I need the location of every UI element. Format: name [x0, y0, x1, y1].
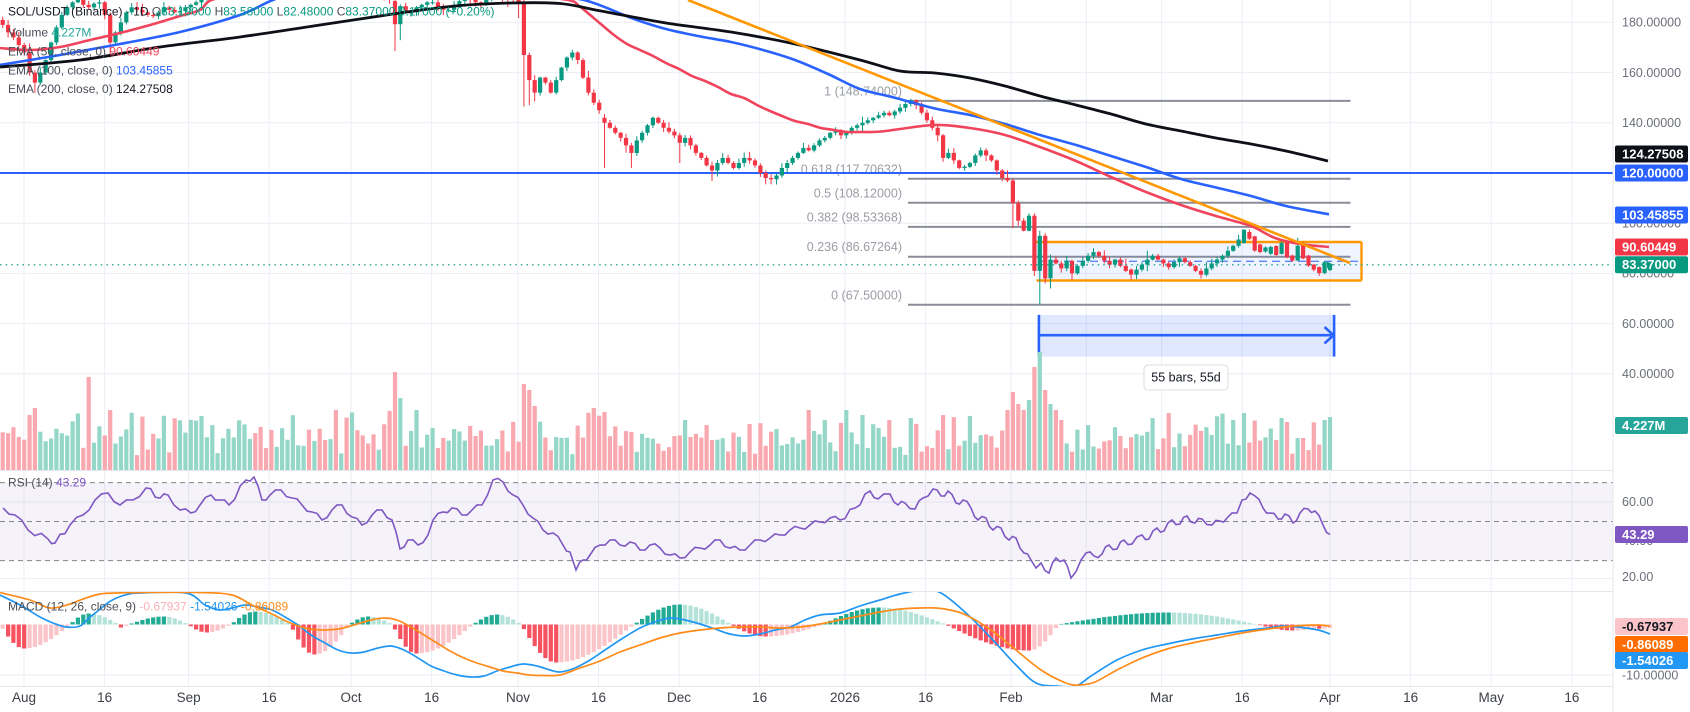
svg-text:16: 16 [1403, 690, 1418, 705]
svg-text:EMA (50, close, 0) 90.60449: EMA (50, close, 0) 90.60449 [8, 45, 160, 59]
svg-text:124.27508: 124.27508 [1622, 146, 1683, 161]
svg-text:-0.86089: -0.86089 [1622, 637, 1673, 652]
svg-text:55 bars, 55d: 55 bars, 55d [1151, 371, 1221, 385]
svg-text:4.227M: 4.227M [1622, 418, 1665, 433]
svg-text:103.45855: 103.45855 [1622, 207, 1683, 222]
svg-text:20.00: 20.00 [1622, 570, 1653, 584]
svg-text:0.382 (98.53368): 0.382 (98.53368) [807, 210, 902, 224]
svg-text:Aug: Aug [12, 690, 36, 705]
svg-text:120.00000: 120.00000 [1622, 165, 1683, 180]
svg-text:RSI (14) 43.29: RSI (14) 43.29 [8, 476, 86, 490]
svg-text:Volume 4.227M: Volume 4.227M [8, 26, 91, 40]
svg-text:-1.54026: -1.54026 [1622, 653, 1673, 668]
svg-text:16: 16 [1235, 690, 1250, 705]
svg-text:-0.67937: -0.67937 [1622, 619, 1673, 634]
svg-text:16: 16 [1564, 690, 1579, 705]
svg-text:-10.00000: -10.00000 [1622, 668, 1678, 682]
svg-text:2026: 2026 [830, 690, 860, 705]
svg-text:83.37000: 83.37000 [1622, 257, 1676, 272]
svg-text:60.00000: 60.00000 [1622, 317, 1674, 331]
svg-text:43.29: 43.29 [1622, 527, 1655, 542]
svg-text:Sep: Sep [177, 690, 201, 705]
svg-text:90.60449: 90.60449 [1622, 239, 1676, 254]
svg-text:16: 16 [424, 690, 439, 705]
svg-text:16: 16 [97, 690, 112, 705]
svg-text:Nov: Nov [506, 690, 530, 705]
svg-text:180.00000: 180.00000 [1622, 16, 1681, 30]
svg-text:16: 16 [262, 690, 277, 705]
svg-text:Mar: Mar [1150, 690, 1174, 705]
svg-text:160.00000: 160.00000 [1622, 66, 1681, 80]
svg-text:MACD (12, 26, close, 9) -0.679: MACD (12, 26, close, 9) -0.67937 -1.5402… [8, 600, 289, 614]
svg-text:0.618 (117.70632): 0.618 (117.70632) [801, 162, 902, 176]
svg-text:0.236 (86.67264): 0.236 (86.67264) [807, 240, 902, 254]
svg-text:Apr: Apr [1319, 690, 1341, 705]
svg-text:0 (67.50000): 0 (67.50000) [831, 288, 902, 302]
svg-text:EMA (200, close, 0) 124.27508: EMA (200, close, 0) 124.27508 [8, 82, 173, 96]
svg-text:140.00000: 140.00000 [1622, 116, 1681, 130]
svg-text:Oct: Oct [340, 690, 361, 705]
svg-text:SOL/USDT (Binance) · 1D O83.1: SOL/USDT (Binance) · 1D O83.19000 H83.58… [8, 5, 495, 19]
svg-text:40.00000: 40.00000 [1622, 367, 1674, 381]
svg-text:16: 16 [752, 690, 767, 705]
svg-text:0.5 (108.12000): 0.5 (108.12000) [814, 186, 902, 200]
svg-text:Dec: Dec [667, 690, 691, 705]
svg-text:16: 16 [591, 690, 606, 705]
svg-text:EMA (100, close, 0) 103.45855: EMA (100, close, 0) 103.45855 [8, 64, 173, 78]
svg-text:Feb: Feb [999, 690, 1022, 705]
svg-text:16: 16 [918, 690, 933, 705]
svg-text:May: May [1479, 690, 1505, 705]
svg-text:60.00: 60.00 [1622, 495, 1653, 509]
